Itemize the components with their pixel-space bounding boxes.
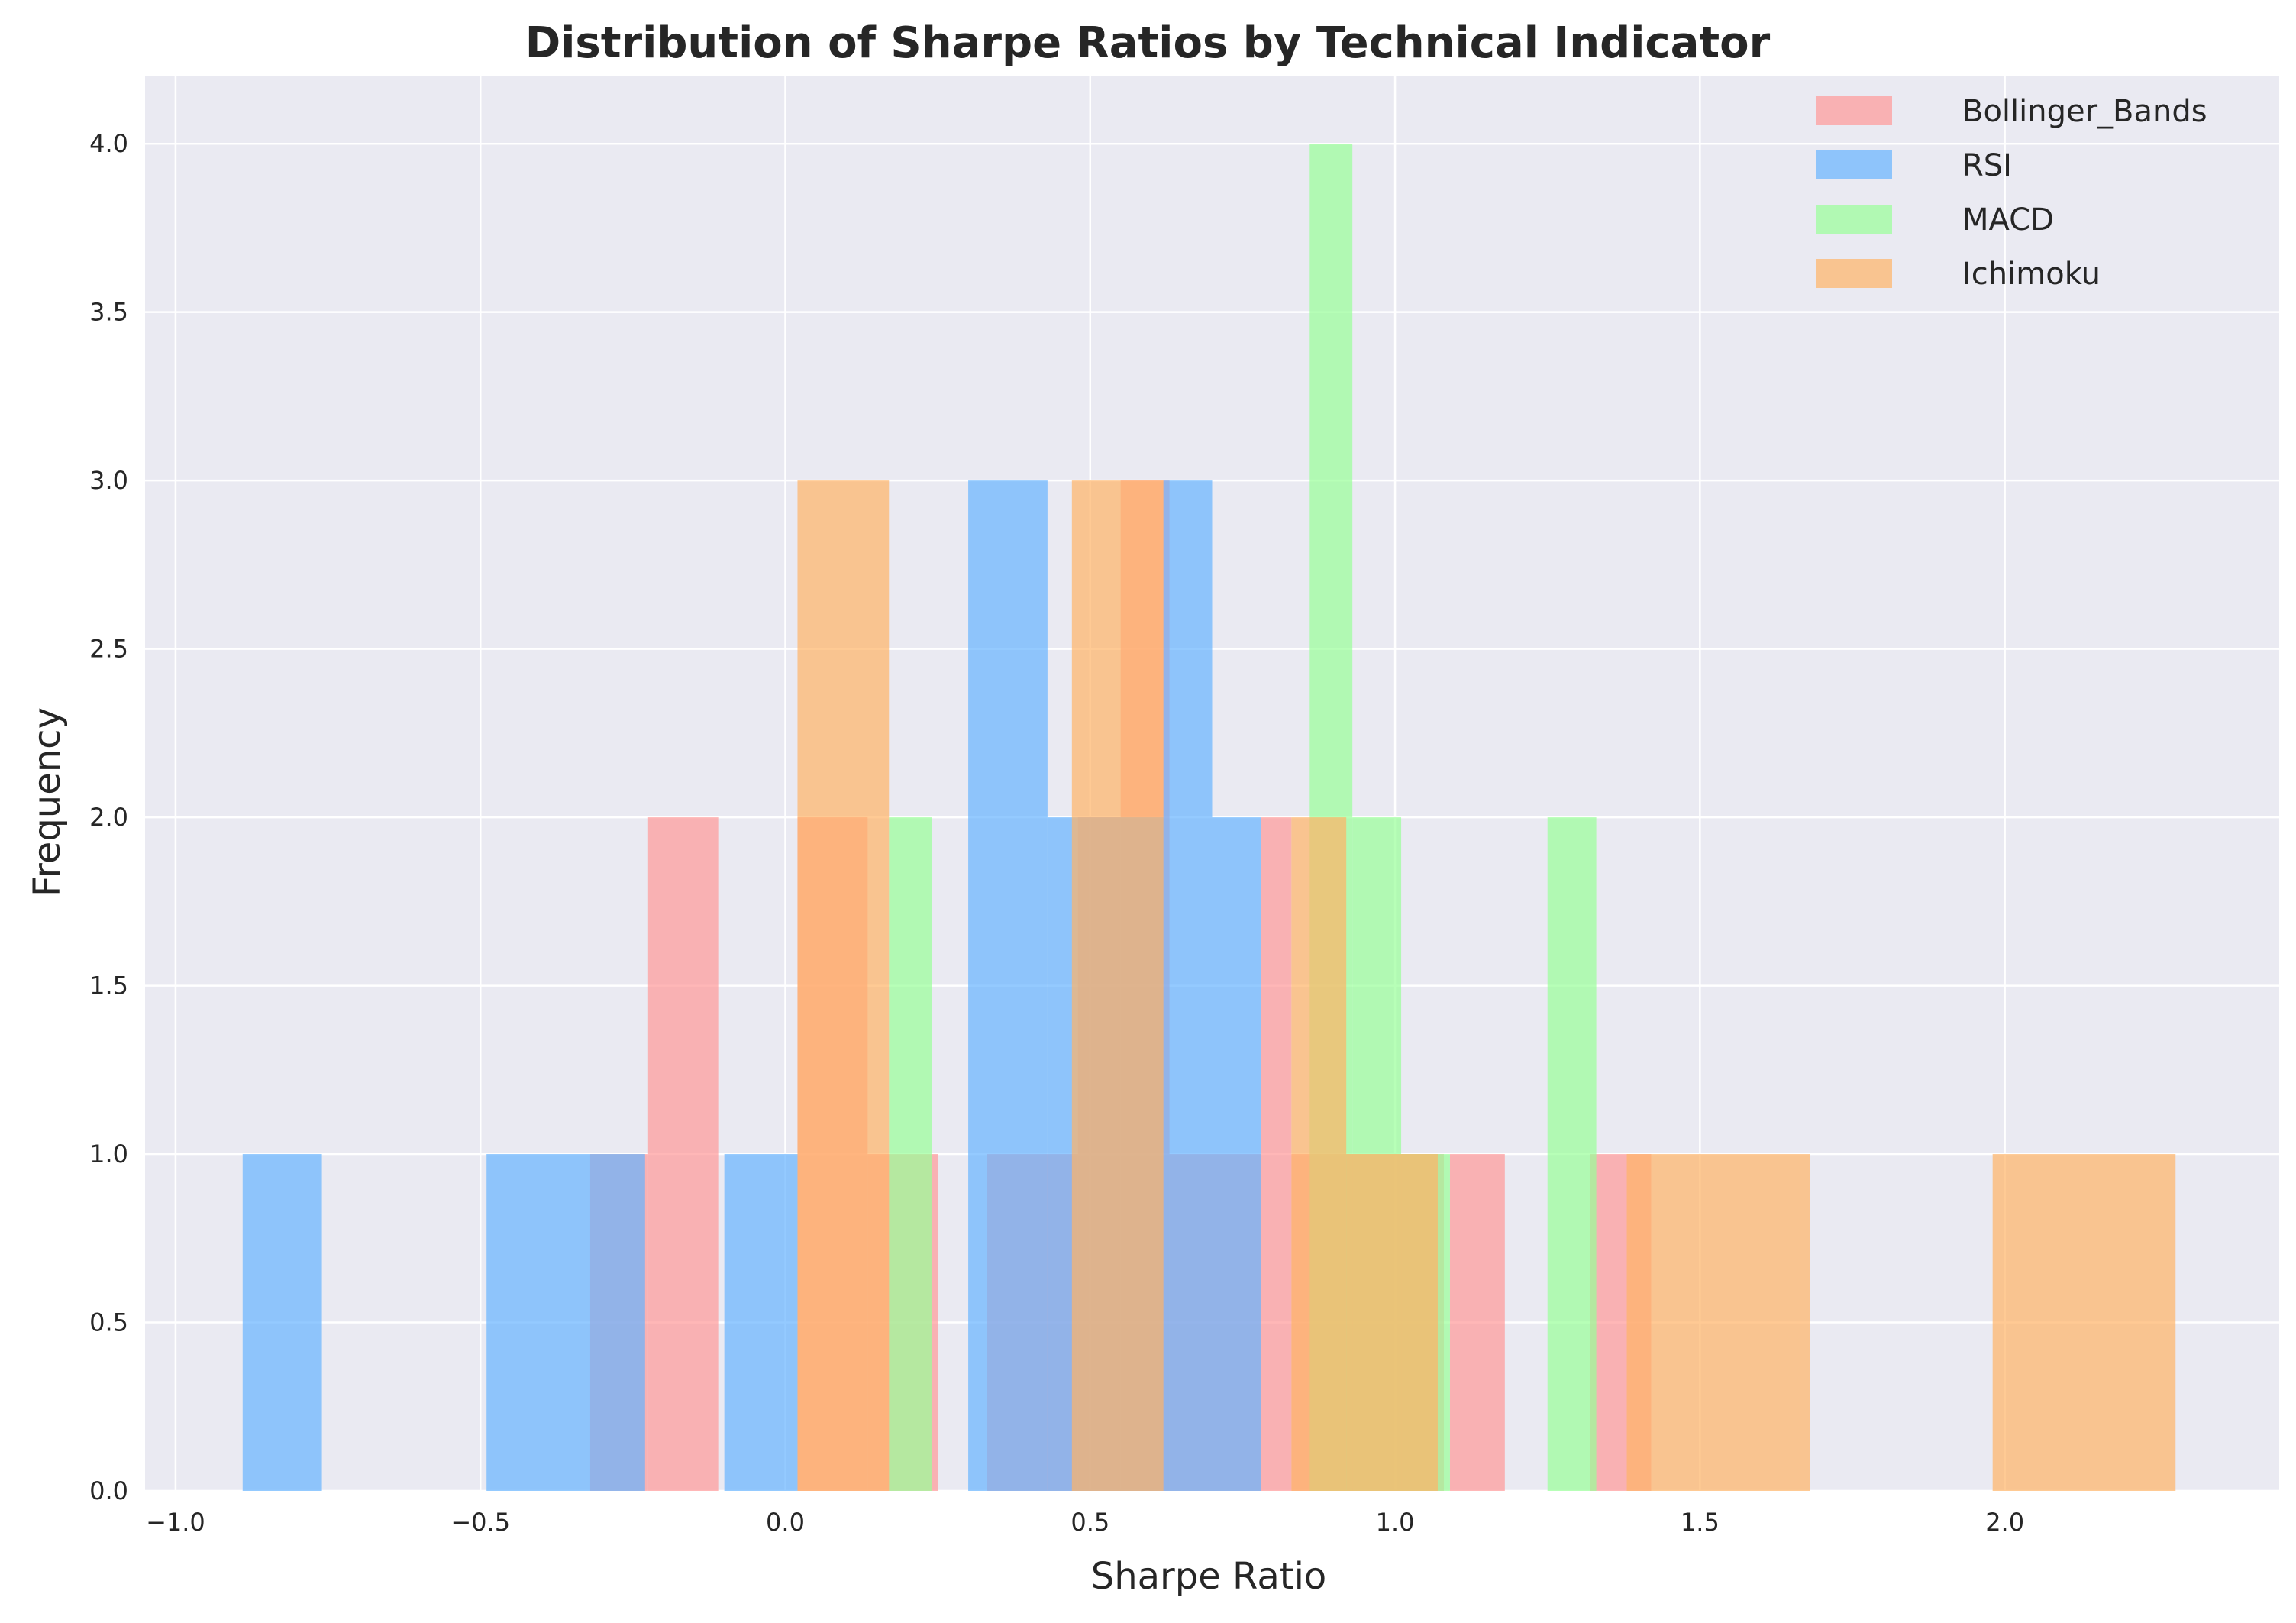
legend-item: Bollinger_Bands [1816,94,2207,129]
histogram-bar [242,1154,322,1491]
legend-swatch [1816,259,1892,288]
y-axis-label: Frequency [26,707,69,897]
histogram-bar [1071,480,1164,1492]
histogram-bar [1163,480,1213,1492]
y-tick-label: 2.0 [89,803,128,832]
histogram-bar [968,480,1048,1492]
chart-title: Distribution of Sharpe Ratios by Technic… [525,18,1771,68]
histogram-bars [242,144,2176,1492]
x-tick-label: −1.0 [146,1508,205,1537]
x-axis-ticks: −1.0 −0.5 0.0 0.5 1.0 1.5 2.0 [146,1508,2024,1537]
histogram-bar [889,817,932,1491]
histogram-bar [1346,1154,1438,1491]
y-tick-label: 4.0 [89,129,128,158]
legend-label: RSI [1962,148,2012,183]
x-tick-label: 1.5 [1681,1508,1720,1537]
histogram-bar [1992,1154,2176,1491]
legend-swatch [1816,205,1892,234]
legend-item: Ichimoku [1816,257,2101,292]
x-tick-label: 2.0 [1985,1508,2024,1537]
y-tick-label: 1.5 [89,972,128,1001]
y-axis-ticks: 0.0 0.5 1.0 1.5 2.0 2.5 3.0 3.5 4.0 [89,129,128,1505]
x-tick-label: 1.0 [1376,1508,1415,1537]
histogram-bar [1212,817,1261,1491]
histogram-bar [1449,1154,1505,1491]
x-tick-label: 0.5 [1070,1508,1109,1537]
series-ichimoku [797,480,2176,1492]
legend-swatch [1816,96,1892,125]
y-tick-label: 2.5 [89,635,128,664]
histogram-bar [1547,817,1597,1491]
legend-swatch [1816,150,1892,179]
histogram-bar [486,1154,645,1491]
y-tick-label: 0.0 [89,1476,128,1505]
histogram-bar [647,817,719,1491]
y-tick-label: 3.5 [89,298,128,327]
x-tick-label: −0.5 [450,1508,510,1537]
legend-label: Bollinger_Bands [1962,94,2207,129]
histogram-bar [1626,1154,1810,1491]
y-tick-label: 0.5 [89,1308,128,1337]
histogram-bar [1261,817,1292,1491]
legend-label: Ichimoku [1962,257,2101,292]
y-tick-label: 1.0 [89,1140,128,1169]
x-axis-label: Sharpe Ratio [1091,1555,1327,1598]
legend-item: RSI [1816,148,2012,183]
y-tick-label: 3.0 [89,466,128,495]
histogram-bar [797,480,890,1492]
histogram-bar [1291,817,1347,1491]
histogram-bar [724,1154,798,1491]
x-tick-label: 0.0 [766,1508,805,1537]
legend-item: MACD [1816,202,2054,238]
legend-label: MACD [1962,202,2054,238]
legend: Bollinger_Bands RSI MACD Ichimoku [1816,94,2207,292]
